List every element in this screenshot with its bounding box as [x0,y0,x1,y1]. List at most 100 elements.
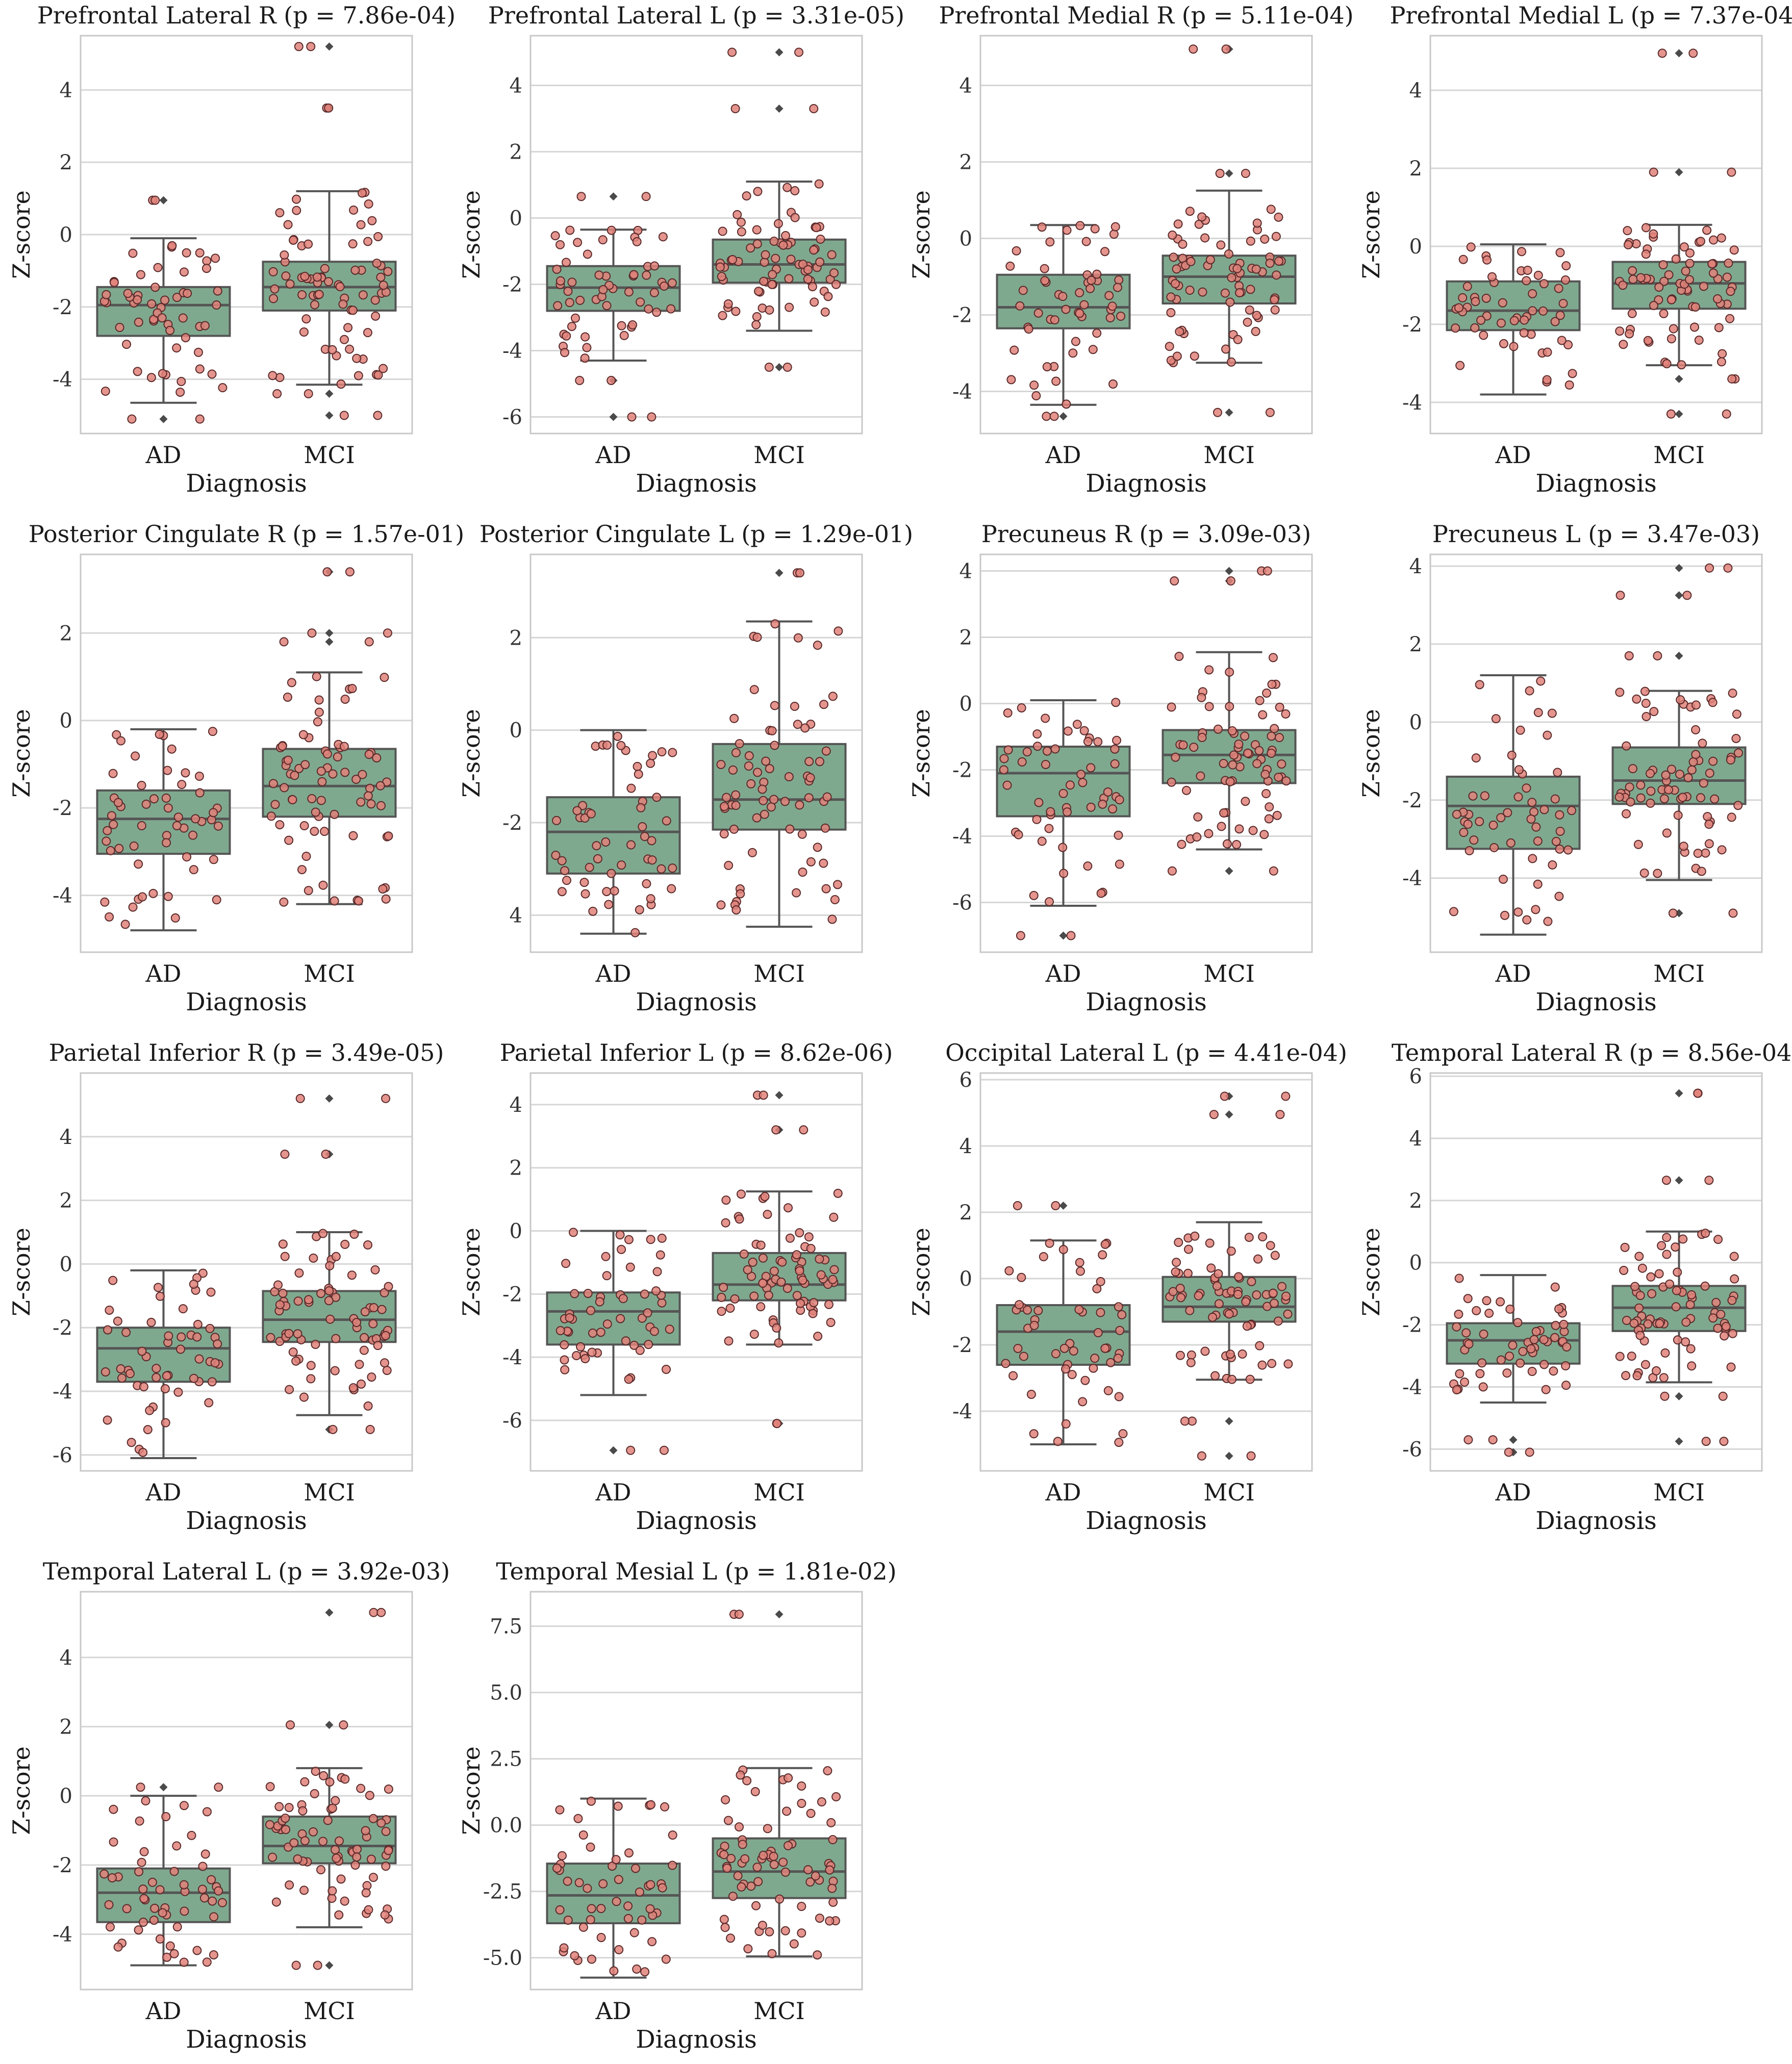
data-point [304,886,313,896]
data-point [1192,832,1202,842]
data-point [803,274,813,284]
data-point [1013,1201,1022,1210]
data-point [109,277,119,287]
data-point [1075,288,1084,297]
data-point [1175,1284,1185,1293]
data-point [181,333,190,343]
x-axis-label: Diagnosis [636,469,757,498]
y-tick-label: 2 [60,622,72,645]
data-point [1698,738,1707,748]
data-point [1281,709,1291,719]
y-tick-label: 0 [960,227,972,251]
data-point [1681,266,1690,276]
y-tick-label: -2 [1402,313,1422,337]
data-point [769,237,779,246]
subplot-2: Prefrontal Lateral L (p = 3.31e-05)-6-4-… [458,2,904,498]
data-point [1727,374,1737,384]
data-point [323,1816,333,1825]
x-tick-label: AD [1045,441,1081,469]
data-point [1277,759,1286,769]
data-point [752,239,762,249]
data-point [1679,242,1689,252]
outlier-marker [325,638,334,646]
subplot-10: Parietal Inferior L (p = 8.62e-06)-6-4-2… [458,1039,893,1535]
data-point [167,744,176,754]
data-point [568,1228,578,1237]
data-point [1018,286,1028,295]
data-point [1660,1391,1670,1401]
data-point [1227,726,1237,735]
y-tick-label: 5.0 [490,1681,522,1705]
data-point [780,1867,790,1877]
x-tick-label: MCI [753,1997,804,2025]
data-point [339,335,349,344]
data-point [642,270,651,280]
data-point [306,1361,316,1370]
data-point [1269,1298,1279,1308]
data-point [602,1271,612,1281]
y-tick-label: 0 [510,207,522,231]
data-point [1700,1281,1710,1291]
data-point [1673,1267,1682,1277]
data-point [176,377,186,387]
data-point [834,626,843,636]
data-point [1557,336,1567,345]
data-point [327,1803,337,1813]
data-point [1531,1327,1541,1336]
data-point [1193,812,1203,822]
data-point [785,824,795,834]
data-point [783,1284,792,1293]
data-point [759,1090,768,1100]
data-point [1541,1385,1551,1394]
data-point [1003,708,1013,718]
subplot-title: Temporal Lateral L (p = 3.92e-03) [43,1558,450,1585]
data-point [318,1837,328,1846]
x-tick-label: AD [145,441,181,469]
data-point [1022,747,1032,757]
data-point [830,895,840,904]
data-point [718,311,727,320]
y-axis-label: Z-score [458,1746,485,1835]
x-axis-label: Diagnosis [1086,988,1207,1016]
data-point [769,795,779,804]
data-point [179,1880,189,1890]
outlier-marker [1225,1417,1233,1425]
data-point [1180,1416,1190,1426]
data-point [349,205,359,215]
data-point [635,1345,645,1355]
data-point [1542,375,1552,385]
data-point [1013,1343,1023,1353]
data-point [1252,311,1261,320]
data-point [175,387,185,397]
data-point [135,1816,144,1826]
y-tick-label: 6 [960,1068,972,1092]
data-point [1190,351,1199,361]
data-point [1272,270,1281,280]
data-point [790,701,799,711]
data-point [1728,689,1737,698]
data-point [752,312,762,321]
data-point [1196,771,1205,781]
x-tick-label: MCI [304,1997,355,2025]
data-point [325,1314,335,1324]
data-point [716,759,726,769]
data-point [376,1608,386,1617]
data-point [300,1777,310,1787]
data-point [1100,1239,1110,1249]
data-point [808,1309,818,1318]
data-point [784,772,794,782]
data-point [1704,820,1714,829]
data-point [719,802,729,811]
data-point [358,770,367,779]
data-point [112,730,121,740]
data-point [1067,1370,1077,1380]
data-point [789,1939,799,1949]
data-point [1727,812,1736,822]
data-point [378,281,388,290]
data-point [1058,1244,1068,1254]
data-point [268,779,278,788]
data-point [1718,349,1727,359]
data-point [365,1791,374,1800]
data-point [1233,1289,1243,1299]
data-point [1252,218,1262,228]
